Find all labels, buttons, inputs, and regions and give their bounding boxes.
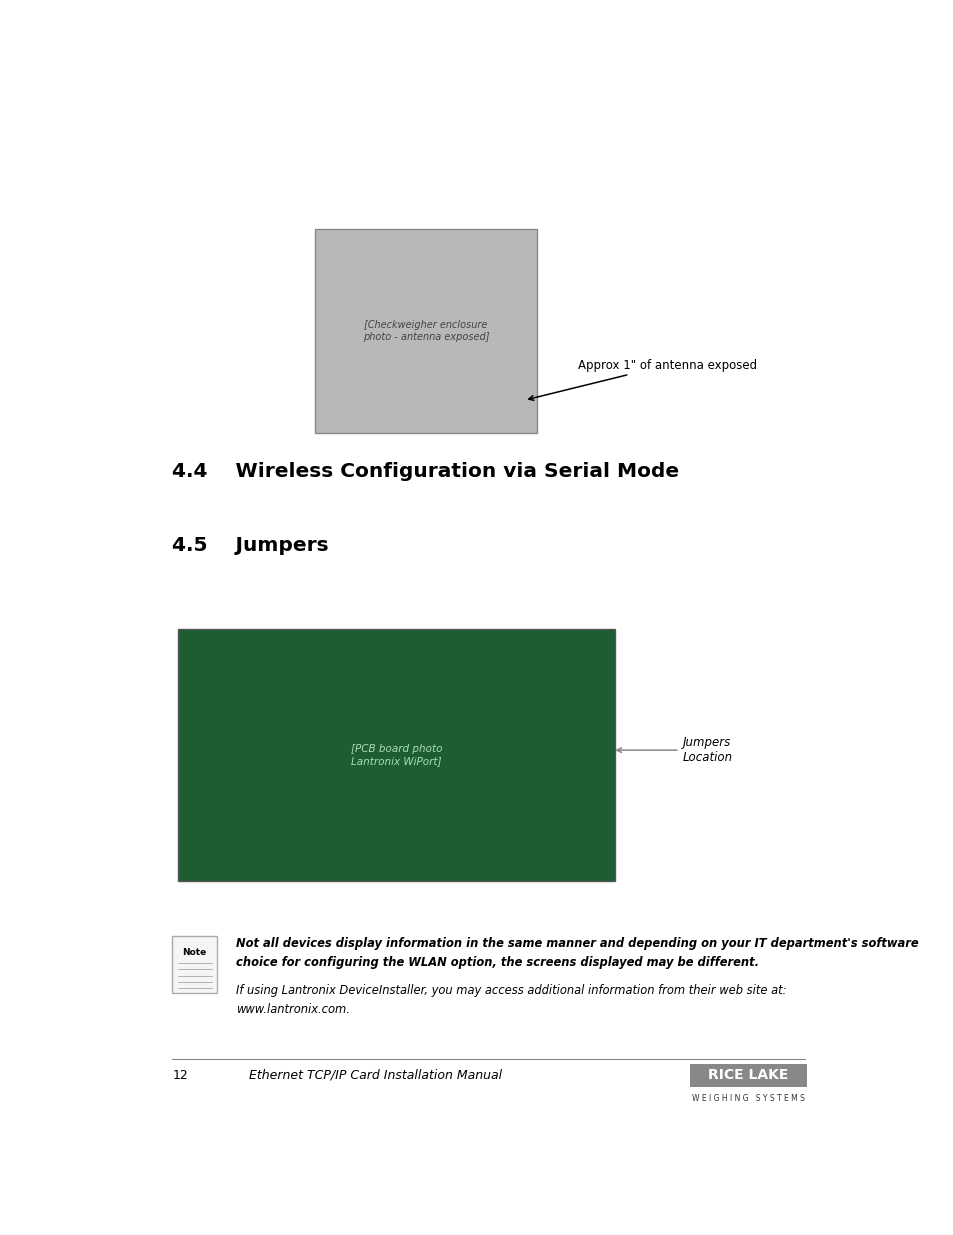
Text: If using Lantronix DeviceInstaller, you may access additional information from t: If using Lantronix DeviceInstaller, you … [235,984,785,998]
Text: 12: 12 [172,1068,188,1082]
Text: 4.4    Wireless Configuration via Serial Mode: 4.4 Wireless Configuration via Serial Mo… [172,462,679,480]
Text: 4.5    Jumpers: 4.5 Jumpers [172,536,329,556]
Bar [178,629,614,881]
Text: Jumpers
Location: Jumpers Location [617,736,732,764]
Text: Ethernet TCP/IP Card Installation Manual: Ethernet TCP/IP Card Installation Manual [249,1068,501,1082]
Text: [PCB board photo
Lantronix WiPort]: [PCB board photo Lantronix WiPort] [351,745,442,766]
Text: RICE LAKE: RICE LAKE [707,1068,788,1082]
Text: Note: Note [182,948,207,957]
Text: Not all devices display information in the same manner and depending on your IT : Not all devices display information in t… [235,937,918,951]
Text: choice for configuring the WLAN option, the screens displayed may be different.: choice for configuring the WLAN option, … [235,956,759,968]
Bar [689,1065,806,1087]
Text: www.lantronix.com.: www.lantronix.com. [235,1003,350,1015]
Bar [172,936,216,993]
Text: Approx 1" of antenna exposed: Approx 1" of antenna exposed [528,358,756,400]
Bar [314,228,537,433]
Text: W E I G H I N G   S Y S T E M S: W E I G H I N G S Y S T E M S [691,1094,804,1103]
Text: [Checkweigher enclosure
photo - antenna exposed]: [Checkweigher enclosure photo - antenna … [362,320,489,342]
